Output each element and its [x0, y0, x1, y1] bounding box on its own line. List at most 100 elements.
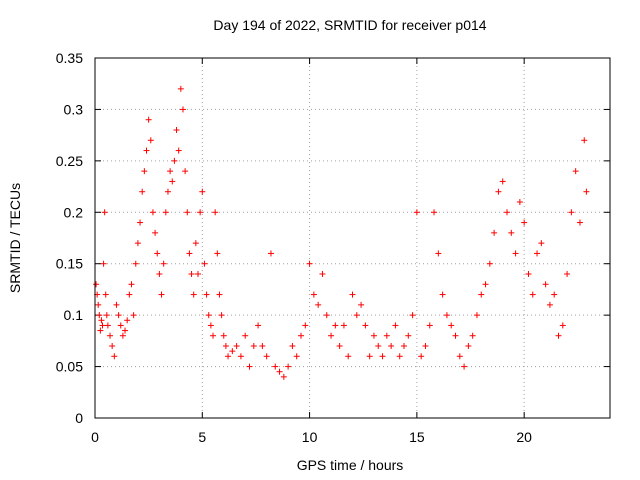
data-point [512, 250, 519, 257]
data-point [128, 281, 135, 288]
data-point [576, 219, 583, 226]
data-point [448, 322, 455, 329]
data-point [564, 271, 571, 277]
data-point [349, 291, 356, 298]
data-point [358, 301, 365, 308]
data-points [93, 85, 590, 380]
data-point [137, 219, 144, 226]
data-point [192, 240, 199, 247]
data-point [285, 363, 292, 370]
data-point [119, 332, 126, 339]
data-point [280, 373, 287, 380]
y-tick-label: 0 [75, 410, 83, 426]
data-point [216, 291, 223, 298]
data-point [158, 291, 165, 298]
data-point [225, 353, 232, 360]
data-point [439, 291, 446, 298]
data-point [218, 312, 225, 319]
data-point [152, 229, 159, 236]
data-point [276, 368, 283, 375]
data-point [418, 353, 425, 360]
data-point [409, 312, 416, 319]
data-point [583, 188, 590, 195]
data-point [113, 301, 120, 308]
data-point [362, 322, 369, 329]
data-point [188, 271, 195, 277]
data-point [353, 312, 360, 319]
data-point [197, 209, 204, 216]
data-point [242, 332, 249, 339]
data-point [310, 291, 317, 298]
x-tick-label: 5 [198, 429, 206, 445]
data-point [521, 219, 528, 226]
data-point [525, 271, 532, 277]
data-point [491, 229, 498, 236]
data-point [529, 291, 536, 298]
data-point [203, 291, 210, 298]
axis-ticks: 0 0.05 0.1 0.15 0.2 0.25 0.3 0.35 0 5 10 15 20 [56, 50, 610, 445]
data-point [145, 116, 152, 123]
data-point [111, 353, 118, 360]
data-point [98, 317, 105, 324]
data-point [184, 209, 191, 216]
data-point [100, 260, 107, 267]
data-point [102, 291, 109, 298]
data-point [107, 332, 114, 339]
data-point [177, 85, 184, 92]
data-point [263, 353, 270, 360]
data-point [568, 209, 575, 216]
data-point [379, 353, 386, 360]
data-point [220, 332, 227, 339]
data-point [122, 327, 129, 334]
data-point [115, 312, 122, 319]
data-point [499, 178, 506, 185]
data-point [141, 168, 148, 175]
data-point [486, 260, 493, 267]
data-point [93, 281, 100, 288]
data-point [201, 260, 208, 267]
data-point [134, 240, 141, 247]
data-point [456, 353, 463, 360]
data-point [160, 260, 167, 267]
data-point [478, 291, 485, 298]
data-point [255, 322, 262, 329]
y-tick-label: 0.25 [56, 153, 83, 169]
data-point [109, 343, 116, 349]
data-point [328, 332, 335, 339]
data-point [143, 147, 150, 154]
y-tick-label: 0.3 [64, 101, 84, 117]
data-point [124, 317, 131, 324]
data-point [96, 312, 103, 319]
y-axis-label: SRMTID / TECUs [7, 183, 23, 293]
plot-frame [94, 57, 611, 419]
data-point [97, 327, 104, 334]
data-point [139, 188, 146, 195]
data-point [340, 322, 347, 329]
data-point [173, 127, 180, 133]
data-point [504, 209, 510, 216]
data-point [431, 209, 438, 216]
data-point [388, 343, 395, 349]
data-point [186, 250, 193, 257]
x-tick-label: 20 [516, 429, 532, 445]
data-point [104, 322, 111, 329]
data-point [289, 343, 296, 349]
data-point [99, 322, 106, 329]
data-point [147, 137, 154, 144]
data-point [559, 322, 566, 329]
data-point [259, 343, 266, 349]
data-point [293, 353, 300, 360]
x-tick-label: 15 [409, 429, 425, 445]
data-point [319, 271, 326, 277]
data-point [175, 147, 182, 154]
data-point [375, 343, 382, 349]
data-point [461, 363, 468, 370]
data-point [195, 271, 201, 277]
data-point [182, 168, 189, 175]
data-point [222, 343, 229, 349]
data-point [465, 343, 472, 349]
data-point [205, 312, 212, 319]
y-tick-label: 0.05 [56, 359, 83, 375]
